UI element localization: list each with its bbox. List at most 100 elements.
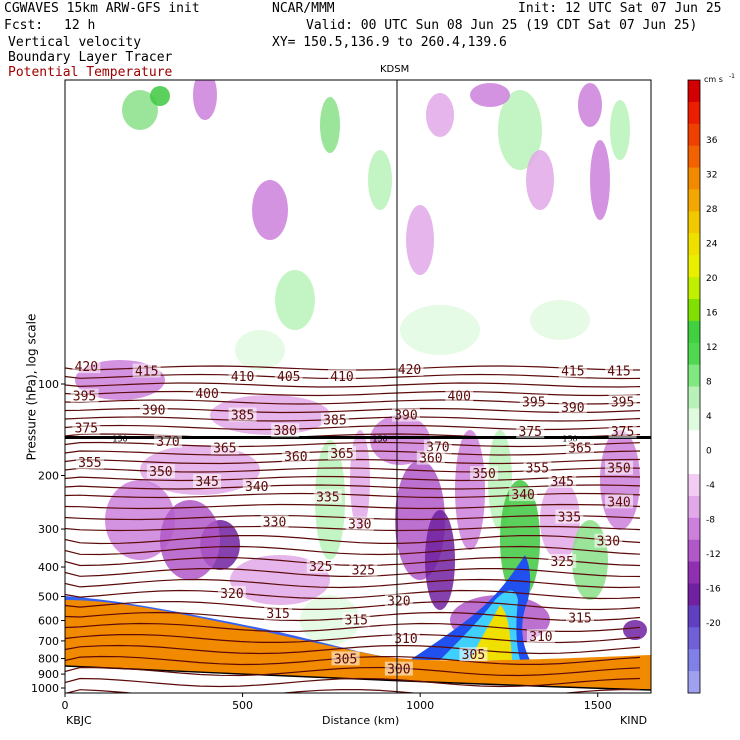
vv-blob [193, 80, 217, 120]
theta-label-bg [395, 362, 424, 377]
theta-label-bg [132, 363, 161, 378]
theta-label-bg [139, 402, 168, 417]
theta-label: 335 [316, 490, 339, 505]
theta-label: 415 [135, 365, 158, 380]
theta-label: 390 [142, 403, 165, 418]
tropopause-label: 150 [112, 435, 127, 444]
colorbar-cell [688, 342, 700, 366]
theta-contour [65, 535, 641, 545]
theta-contour [65, 589, 641, 600]
colorbar-tick-label: -8 [706, 516, 715, 526]
vv-blob [578, 83, 602, 127]
y-tick-label: 800 [38, 653, 59, 666]
colorbar-tick-label: 20 [706, 274, 718, 284]
theta-contour [65, 484, 641, 490]
colorbar-tick-label: -4 [706, 481, 715, 491]
vv-blob [526, 150, 554, 210]
valid-time: Valid: 00 UTC Sun 08 Jun 25 (19 CDT Sat … [306, 18, 698, 33]
vv-blob [530, 300, 590, 340]
colorbar-cell [688, 671, 700, 694]
theta-label: 355 [78, 456, 101, 471]
colorbar-cell [688, 386, 700, 409]
x-tick-label: 1500 [584, 699, 612, 712]
theta-label: 360 [284, 450, 307, 465]
theta-label: 375 [75, 421, 98, 436]
theta-label-bg [328, 446, 357, 461]
colorbar-unit-exponent: -1 [729, 73, 735, 80]
theta-label: 340 [245, 480, 268, 495]
theta-label-bg [72, 359, 101, 374]
theta-label-bg [416, 450, 445, 465]
theta-label: 365 [330, 447, 353, 462]
colorbar: 36 32 28 24 20 16 12 8 4 0 -4 -8 -12 -16 -20 cm s -1 [687, 73, 735, 694]
colorbar-cell [688, 255, 700, 278]
theta-label: 420 [75, 360, 98, 375]
colorbar-tick-label: 12 [706, 343, 717, 353]
theta-contour [65, 441, 641, 448]
vv-blob [150, 86, 170, 106]
theta-label-bg [384, 593, 413, 608]
colorbar-cell [688, 649, 700, 672]
theta-label: 345 [195, 475, 218, 490]
theta-label-bg [75, 455, 104, 470]
theta-label: 330 [263, 515, 286, 530]
theta-label-bg [526, 629, 555, 644]
theta-label-bg [608, 394, 637, 409]
theta-label-bg [384, 661, 413, 676]
theta-label-bg [548, 473, 577, 488]
theta-label-bg [331, 651, 360, 666]
theta-label: 390 [394, 409, 417, 424]
theta-label: 340 [511, 488, 534, 503]
colorbar-tick-label: 24 [706, 240, 718, 250]
colorbar-cell [688, 211, 700, 234]
colorbar-tick-label: 28 [706, 205, 718, 215]
theta-label-bg [558, 363, 587, 378]
theta-contour [65, 390, 641, 397]
theta-label-bg [345, 516, 374, 531]
theta-label-bg [445, 388, 474, 403]
center-label: NCAR/MMM [272, 1, 335, 16]
theta-label: 350 [607, 462, 630, 477]
theta-label: 320 [220, 587, 243, 602]
theta-label: 400 [447, 390, 470, 405]
tracer-inner [470, 605, 512, 660]
tropopause-label: 150 [372, 435, 387, 444]
theta-label: 415 [607, 365, 630, 380]
theta-label: 315 [568, 611, 591, 626]
theta-label: 405 [277, 370, 300, 385]
colorbar-tick-label: -12 [706, 550, 721, 560]
theta-label: 320 [387, 595, 410, 610]
vv-blob [230, 555, 330, 605]
colorbar-cell [688, 364, 700, 387]
colorbar-cell [688, 495, 700, 519]
theta-label: 325 [352, 563, 375, 578]
model-title: CGWAVES 15km ARW-GFS init [4, 1, 200, 16]
theta-label: 365 [568, 442, 591, 457]
theta-label: 360 [419, 452, 442, 467]
theta-label: 330 [348, 518, 371, 533]
colorbar-cell [688, 430, 700, 453]
colorbar-tick-label: 0 [706, 447, 712, 457]
theta-label-bg [565, 610, 594, 625]
vv-blob [252, 180, 288, 240]
y-tick-label: 700 [38, 635, 59, 648]
theta-label-bg [349, 562, 378, 577]
colorbar-cell [688, 517, 700, 541]
theta-label: 350 [149, 465, 172, 480]
field-boundary-layer-tracer: Boundary Layer Tracer [8, 50, 173, 65]
theta-contour [65, 689, 640, 693]
vv-blob [368, 150, 392, 210]
x-tick-label: 1000 [406, 699, 434, 712]
theta-label: 370 [156, 435, 179, 450]
vv-blob [320, 97, 340, 153]
theta-label: 315 [344, 614, 367, 629]
colorbar-cell [688, 627, 700, 650]
theta-contour [65, 701, 640, 709]
vv-blob [470, 83, 510, 107]
theta-contour [65, 712, 640, 720]
y-tick-label: 300 [38, 523, 59, 536]
theta-label: 310 [394, 632, 417, 647]
theta-contour [65, 424, 641, 431]
x-tick-label: 0 [62, 699, 69, 712]
y-tick-label: 200 [38, 470, 59, 483]
